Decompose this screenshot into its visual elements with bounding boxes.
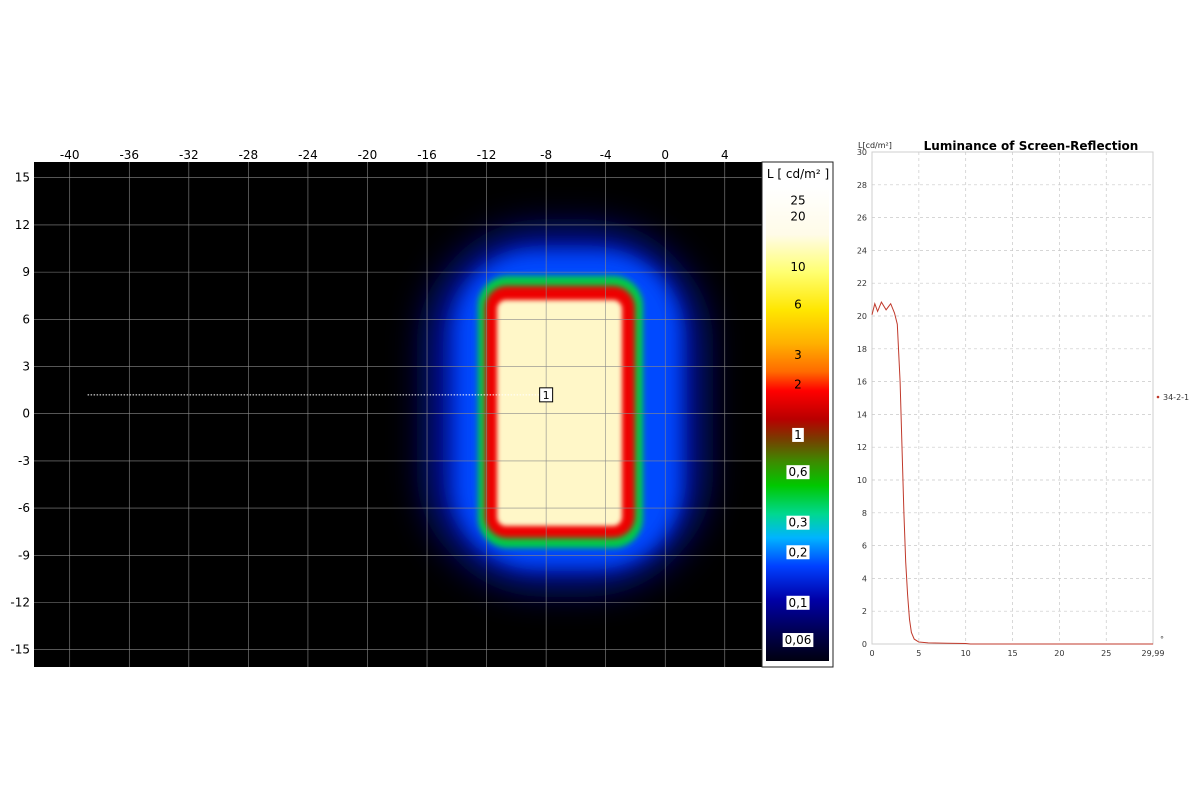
heatmap-y-axis: 15 12 9 6 3 0 -3 -6 -9 -12 -15 [10,171,30,657]
heatmap-x-tick-label: -36 [119,148,139,162]
heatmap-y-tick-label: -9 [18,548,30,562]
colorbar-tick-label: 6 [794,297,802,311]
colorbar-label: L [ cd/m² ] [767,167,829,181]
colorbar-tick-box [786,465,810,480]
heatmap-y-tick-label: 3 [22,360,30,374]
heatmap-y-tick-label: -6 [18,501,30,515]
colorbar-tick-box [786,545,810,560]
colorbar-tick-label: 25 [790,193,805,207]
heatmap-x-tick-label: -32 [179,148,199,162]
heatmap-y-tick-label: 15 [15,171,30,185]
colorbar-gradient [766,187,829,661]
heatmap-x-tick-label: -40 [60,148,80,162]
heatmap-y-tick-label: -15 [10,643,30,657]
heatmap-x-tick-label: 4 [721,148,729,162]
heatmap-x-tick-label: -28 [239,148,259,162]
colorbar-tick-label: 0,3 [788,516,807,530]
colorbar-tick-box [786,595,810,610]
heatmap-x-tick-label: -20 [358,148,378,162]
heatmap-y-tick-label: 6 [22,312,30,326]
colorbar-tick-box [786,515,810,530]
heatmap-x-axis: -40 -36 -32 -28 -24 -20 -16 -12 -8 -4 0 4 [60,148,729,162]
heatmap-x-tick-label: -16 [417,148,437,162]
measurement-marker[interactable] [539,387,554,403]
heatmap-y-tick-label: 9 [22,265,30,279]
colorbar-tick-label: 3 [794,348,802,362]
heatmap-y-tick-label: -3 [18,454,30,468]
heatmap-x-tick-label: -24 [298,148,318,162]
colorbar-tick-label: 20 [790,210,805,224]
heatmap-x-tick-label: -4 [600,148,612,162]
heatmap-x-tick-label: 0 [661,148,669,162]
colorbar-tick-label: 0,06 [785,633,812,647]
heatmap-y-tick-label: 0 [22,407,30,421]
colorbar-tick-box [792,427,804,442]
heatmap-x-tick-label: -12 [477,148,497,162]
colorbar-tick-label: 2 [794,377,802,391]
colorbar-tick-label: 0,2 [788,545,807,559]
bright-region [430,232,700,584]
colorbar-tick-box [782,633,814,648]
heatmap-y-tick-label: -12 [10,595,30,609]
colorbar-tick-label: 0,6 [788,465,807,479]
heatmap-grid [34,162,762,667]
colorbar-ticks: 25 20 10 6 3 2 1 0,6 0,3 0,2 0,1 0,06 [782,193,814,648]
heatmap-y-tick-label: 12 [15,218,30,232]
colorbar-tick-label: 10 [790,260,805,274]
colorbar-tick-label: 0,1 [788,596,807,610]
heatmap-x-tick-label: -8 [540,148,552,162]
measurement-marker-label: 1 [543,389,550,402]
colorbar-tick-label: 1 [794,428,802,442]
